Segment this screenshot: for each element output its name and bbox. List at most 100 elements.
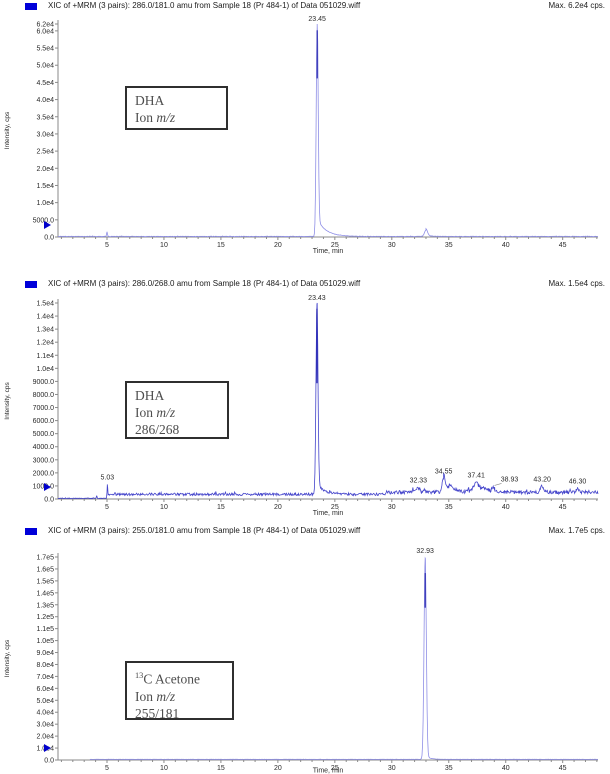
y-tick-label: 1.4e4 <box>36 314 54 321</box>
y-tick-label: 2.0e4 <box>36 166 54 173</box>
chromatogram-trace-1 <box>57 23 599 238</box>
x-tick-label: 20 <box>274 242 282 249</box>
y-tick-label: 1.6e5 <box>36 566 54 573</box>
y-tick-label: 6000.0 <box>33 418 55 425</box>
y-tick-label: 1.3e5 <box>36 602 54 609</box>
y-tick-label: 1.5e5 <box>36 578 54 585</box>
annotation-text: Ion <box>135 405 157 420</box>
trace-position-marker <box>44 483 51 491</box>
y-tick-label: 9000.0 <box>33 379 55 386</box>
x-tick-label: 15 <box>217 765 225 772</box>
y-tick-label: 8.0e4 <box>36 662 54 669</box>
annotation-text: Ion <box>135 110 157 125</box>
x-tick-label: 20 <box>274 765 282 772</box>
x-tick-label: 5 <box>105 504 109 511</box>
annotation-text: 286/268 <box>135 422 180 437</box>
annotation-line: Ion m/z <box>135 109 222 126</box>
annotation-text: DHA <box>135 93 165 108</box>
trace-position-marker <box>44 744 51 752</box>
peak-label: 37.41 <box>467 473 485 480</box>
peak-label: 23.45 <box>308 16 326 23</box>
y-tick-label: 3.0e4 <box>36 722 54 729</box>
y-tick-label: 1.5e4 <box>36 183 54 190</box>
annotation-mz-text: m/z <box>156 405 176 420</box>
y-tick-label: 5.0e4 <box>36 63 54 70</box>
annotation-box-13c-acetone: 13C Acetone Ion m/z 255/181 <box>125 661 234 721</box>
x-tick-label: 10 <box>160 504 168 511</box>
plot-area-3[interactable] <box>58 551 598 760</box>
y-axis-title: Intensity, cps <box>4 382 11 420</box>
peak-label: 23.43 <box>308 295 326 302</box>
peak-label: 32.93 <box>416 548 434 555</box>
y-axis-title: Intensity, cps <box>4 639 11 677</box>
y-tick-label: 6.0e4 <box>36 686 54 693</box>
annotation-mz-text: m/z <box>156 110 176 125</box>
trace-legend-chip <box>25 3 37 10</box>
annotation-text: Ion <box>135 688 157 704</box>
x-tick-label: 30 <box>388 504 396 511</box>
annotation-box-dha: DHA Ion m/z <box>125 86 228 130</box>
panel-2-header: XIC of +MRM (3 pairs): 286.0/268.0 amu f… <box>0 279 610 290</box>
y-tick-label: 5.5e4 <box>36 46 54 53</box>
y-tick-label: 5.0e4 <box>36 698 54 705</box>
trace-position-marker <box>44 221 51 229</box>
annotation-text: 255/181 <box>135 705 180 721</box>
annotation-line: DHA <box>135 92 222 109</box>
x-axis-title: Time, min <box>313 510 344 517</box>
x-tick-label: 45 <box>559 765 567 772</box>
x-tick-label: 25 <box>331 765 339 772</box>
y-tick-label: 5000.0 <box>33 217 55 224</box>
y-tick-label: 1.1e5 <box>36 626 54 633</box>
y-tick-label: 1.0e5 <box>36 638 54 645</box>
chromatogram-3-title: XIC of +MRM (3 pairs): 255.0/181.0 amu f… <box>48 526 361 535</box>
y-tick-label: 6.2e4 <box>36 22 54 29</box>
y-tick-label: 7.0e4 <box>36 674 54 681</box>
x-tick-label: 40 <box>502 504 510 511</box>
annotation-line: 286/268 <box>135 421 223 438</box>
y-tick-label: 1.7e5 <box>36 555 54 562</box>
x-tick-label: 45 <box>559 504 567 511</box>
y-tick-label: 5000.0 <box>33 431 55 438</box>
y-tick-label: 0.0 <box>44 758 54 765</box>
y-tick-label: 1.3e4 <box>36 327 54 334</box>
x-tick-label: 40 <box>502 765 510 772</box>
panel-3-header: XIC of +MRM (3 pairs): 255.0/181.0 amu f… <box>0 526 610 537</box>
chromatogram-3-max-label: Max. 1.7e5 cps. <box>548 526 605 535</box>
y-tick-label: 3.0e4 <box>36 131 54 138</box>
annotation-box-dha-286-268: DHA Ion m/z 286/268 <box>125 381 229 439</box>
peak-label-leader <box>494 483 502 486</box>
x-axis-title: Time, min <box>313 768 344 774</box>
y-tick-label: 3000.0 <box>33 457 55 464</box>
x-tick-label: 15 <box>217 504 225 511</box>
chromatogram-trace-3 <box>89 556 599 760</box>
y-tick-label: 2000.0 <box>33 470 55 477</box>
y-tick-label: 8000.0 <box>33 392 55 399</box>
x-tick-label: 30 <box>388 765 396 772</box>
y-tick-label: 4.0e4 <box>36 97 54 104</box>
y-tick-label: 3.5e4 <box>36 114 54 121</box>
y-tick-label: 1.0e4 <box>36 200 54 207</box>
peak-label: 32.33 <box>410 478 428 485</box>
y-axis-title: Intensity, cps <box>4 111 11 149</box>
x-tick-label: 20 <box>274 504 282 511</box>
annotation-line: Ion m/z <box>135 404 223 421</box>
x-tick-label: 5 <box>105 765 109 772</box>
y-tick-label: 2.5e4 <box>36 149 54 156</box>
chromatogram-2-title: XIC of +MRM (3 pairs): 286.0/268.0 amu f… <box>48 279 361 288</box>
y-tick-label: 1.2e5 <box>36 614 54 621</box>
peak-label: 43.20 <box>533 477 551 484</box>
annotation-text: C Acetone <box>143 671 200 687</box>
annotation-line: DHA <box>135 387 223 404</box>
y-tick-label: 1000.0 <box>33 483 55 490</box>
annotation-mz-text: m/z <box>156 688 176 704</box>
x-tick-label: 15 <box>217 242 225 249</box>
chromatogram-2-max-label: Max. 1.5e4 cps. <box>548 279 605 288</box>
y-tick-label: 2.0e4 <box>36 734 54 741</box>
trace-legend-chip <box>25 281 37 288</box>
y-tick-label: 4.0e4 <box>36 710 54 717</box>
x-tick-label: 25 <box>331 504 339 511</box>
y-tick-label: 1.1e4 <box>36 353 54 360</box>
panel-1-header: XIC of +MRM (3 pairs): 286.0/181.0 amu f… <box>0 1 610 12</box>
y-tick-label: 1.5e4 <box>36 301 54 308</box>
